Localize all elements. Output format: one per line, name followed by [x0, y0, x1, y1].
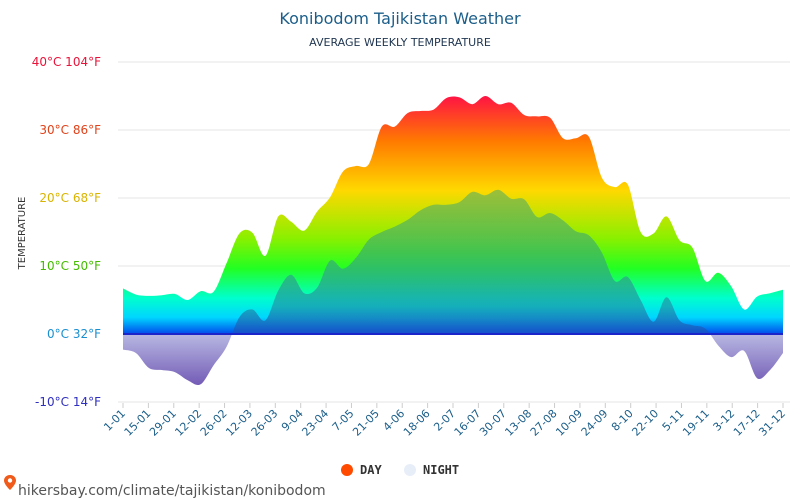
x-tick-label: 24-09 [579, 407, 611, 439]
y-axis-ticks: 40°C 104°F 30°C 86°F 20°C 68°F 10°C 50°F 0°C… [32, 55, 101, 409]
y-tick-label: -10°C 14°F [35, 395, 101, 409]
x-tick-label: 21-05 [350, 407, 382, 439]
source-link[interactable]: hikersbay.com/climate/tajikistan/konibod… [18, 483, 326, 499]
y-tick-label: 20°C 68°F [39, 191, 101, 205]
x-tick-label: 12-02 [172, 407, 204, 439]
x-tick-label: 16-07 [452, 407, 484, 439]
x-tick-label: 23-04 [299, 407, 331, 439]
plot-area [123, 96, 783, 386]
x-tick-label: 26-02 [198, 407, 230, 439]
chart-title: Konibodom Tajikistan Weather [279, 9, 521, 28]
y-tick-label: 30°C 86°F [39, 123, 101, 137]
y-tick-label: 10°C 50°F [39, 259, 101, 273]
x-tick-label: 19-11 [680, 407, 712, 439]
map-pin-icon [4, 475, 16, 490]
x-tick-label: 30-07 [477, 407, 509, 439]
x-tick-label: 29-01 [147, 407, 179, 439]
chart-subtitle: AVERAGE WEEKLY TEMPERATURE [309, 36, 491, 49]
legend-day-swatch [341, 464, 353, 476]
x-tick-label: 17-12 [731, 407, 763, 439]
legend: DAY NIGHT [341, 463, 459, 477]
x-tick-label: 12-03 [223, 407, 255, 439]
x-tick-label: 10-09 [553, 407, 585, 439]
night-series-area-below-zero [123, 334, 783, 386]
legend-night-label: NIGHT [423, 463, 459, 477]
legend-night-swatch [404, 464, 416, 476]
y-axis-label: TEMPERATURE [17, 197, 28, 271]
night-series-area [123, 189, 783, 335]
x-tick-label: 18-06 [401, 407, 433, 439]
y-tick-label: 40°C 104°F [32, 55, 101, 69]
legend-item-night[interactable]: NIGHT [404, 463, 459, 477]
x-axis-ticks: 1-0115-0129-0112-0226-0212-0326-039-0423… [101, 403, 788, 439]
source-credit[interactable]: hikersbay.com/climate/tajikistan/konibod… [4, 475, 326, 499]
y-tick-label: 0°C 32°F [47, 327, 101, 341]
legend-item-day[interactable]: DAY [341, 463, 382, 477]
legend-day-label: DAY [360, 463, 382, 477]
x-tick-label: 27-08 [528, 407, 560, 439]
x-tick-label: 31-12 [756, 407, 788, 439]
x-tick-label: 15-01 [122, 407, 154, 439]
x-tick-label: 26-03 [249, 407, 281, 439]
x-tick-label: 22-10 [629, 407, 661, 439]
x-tick-label: 13-08 [502, 407, 534, 439]
